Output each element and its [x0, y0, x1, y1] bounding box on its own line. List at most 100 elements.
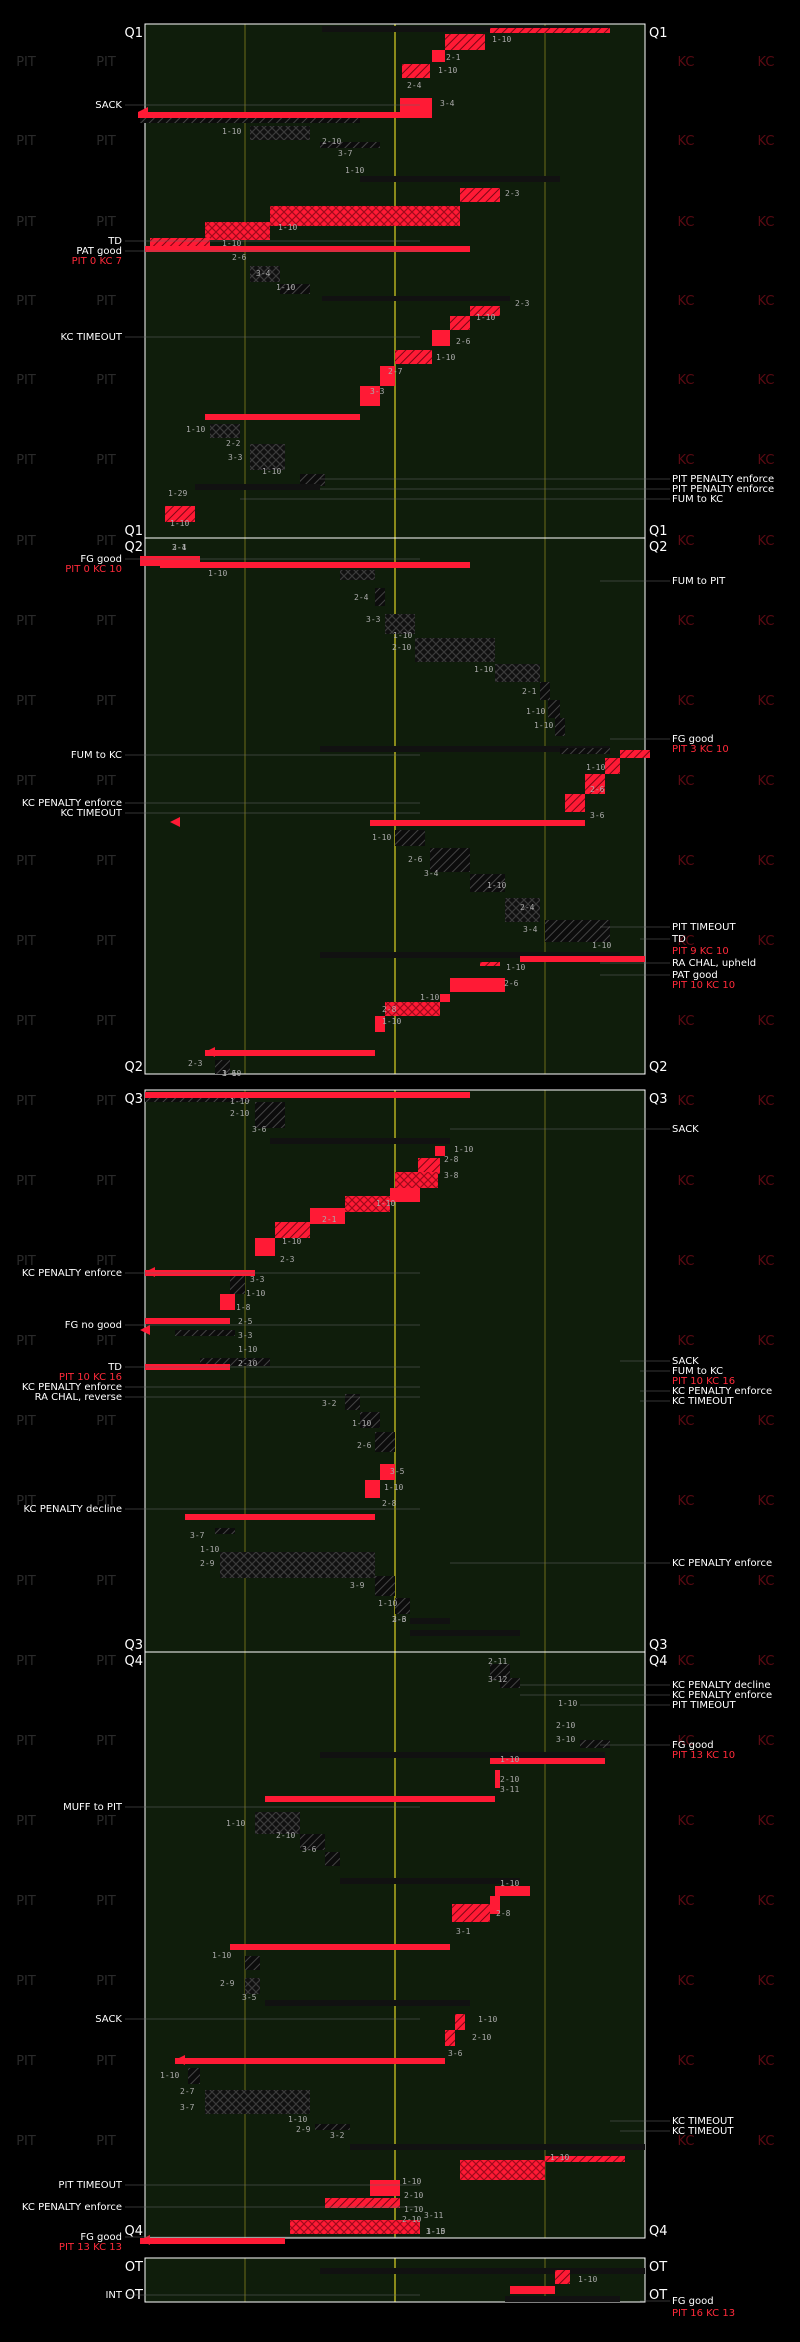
drive-bar	[138, 112, 432, 118]
quarter-label-top: Q4	[124, 1654, 143, 1669]
drive-bar	[255, 1812, 300, 1834]
watermark-kc: KC	[758, 55, 775, 70]
drive-bar	[375, 1016, 385, 1032]
watermark-kc: KC	[678, 1814, 695, 1829]
drive-bar	[270, 206, 460, 226]
score-label: PIT 0 KC 10	[65, 564, 122, 575]
drive-bar	[205, 222, 270, 240]
quarter-label-bottom: OT	[649, 2288, 667, 2303]
play-label: 2-6	[456, 337, 471, 346]
quarter-label-bottom: OT	[125, 2288, 143, 2303]
drive-bar	[495, 664, 540, 682]
drive-bar	[390, 1188, 420, 1202]
play-label: 2-11	[488, 1657, 507, 1666]
play-label: 1-10	[208, 569, 227, 578]
play-label: 1-10	[534, 721, 553, 730]
drive-bar	[340, 1878, 520, 1884]
play-label: 1-10	[478, 2015, 497, 2024]
event-label: KC PENALTY decline	[672, 1680, 770, 1691]
event-label: TD	[671, 934, 686, 945]
score-label: PIT 16 KC 13	[672, 2308, 735, 2319]
watermark-kc: KC	[758, 614, 775, 629]
watermark-kc: KC	[758, 1254, 775, 1269]
watermark-kc: KC	[678, 2054, 695, 2069]
drive-bar	[325, 1852, 340, 1866]
play-label: 2-1	[446, 53, 461, 62]
play-label: 3-10	[556, 1735, 575, 1744]
play-label: 1-10	[276, 283, 295, 292]
drive-bar	[540, 682, 550, 700]
play-label: 2-8	[382, 1499, 397, 1508]
play-label: 2-6	[590, 785, 605, 794]
play-label: 2-10	[230, 1109, 249, 1118]
drive-bar	[145, 1098, 250, 1102]
quarter-label-bottom: Q1	[124, 524, 143, 539]
drive-bar	[505, 2296, 620, 2302]
play-label: 1-10	[476, 313, 495, 322]
score-label: PIT 13 KC 13	[59, 2242, 122, 2253]
drive-bar	[560, 748, 610, 754]
arrow-head	[170, 817, 180, 827]
drive-bar	[548, 700, 560, 718]
watermark-kc: KC	[758, 774, 775, 789]
play-label: 1-8	[236, 1303, 251, 1312]
event-label: FUM to KC	[71, 750, 122, 761]
field-border	[144, 2257, 646, 2303]
watermark-pit: PIT	[96, 55, 116, 70]
drive-bar	[480, 962, 500, 966]
watermark-kc: KC	[758, 534, 775, 549]
play-label: 2-10	[556, 1721, 575, 1730]
drive-bar	[435, 1146, 445, 1156]
quarter-label-bottom: Q4	[124, 2224, 143, 2239]
play-label: 2-4	[354, 593, 369, 602]
play-label: 1-10	[404, 2205, 423, 2214]
event-label: KC TIMEOUT	[61, 332, 123, 343]
watermark-kc: KC	[758, 373, 775, 388]
drive-bar	[432, 330, 450, 346]
drive-bar	[145, 1318, 230, 1324]
play-label: 1-10	[222, 239, 241, 248]
play-label: 1-10	[492, 35, 511, 44]
quarter-label-bottom: Q2	[649, 1060, 668, 1075]
play-label: 3-1	[172, 543, 187, 552]
watermark-kc: KC	[758, 294, 775, 309]
watermark-pit: PIT	[96, 215, 116, 230]
watermark-pit: PIT	[96, 1894, 116, 1909]
play-label: 2-8	[382, 1005, 397, 1014]
watermark-kc: KC	[758, 1574, 775, 1589]
quarter-label-top: Q3	[649, 1092, 668, 1107]
event-label: PIT TIMEOUT	[672, 922, 736, 933]
watermark-kc: KC	[678, 1654, 695, 1669]
play-label: 1-10	[500, 1755, 519, 1764]
play-label: 1-10	[378, 1599, 397, 1608]
watermark-kc: KC	[678, 1414, 695, 1429]
watermark-kc: KC	[758, 1894, 775, 1909]
play-label: 1-10	[393, 631, 412, 640]
watermark-pit: PIT	[16, 1734, 36, 1749]
play-label: 1-10	[246, 1289, 265, 1298]
drive-bar	[415, 638, 495, 662]
watermark-pit: PIT	[96, 294, 116, 309]
watermark-kc: KC	[678, 215, 695, 230]
play-label: 2-2	[226, 439, 241, 448]
play-label: 3-6	[590, 811, 605, 820]
event-label: KC TIMEOUT	[61, 808, 123, 819]
play-label: 1-10	[526, 707, 545, 716]
play-label: 2-10	[276, 1831, 295, 1840]
play-label: 2-10	[322, 137, 341, 146]
watermark-kc: KC	[758, 1494, 775, 1509]
play-label: 2-9	[200, 1559, 215, 1568]
watermark-pit: PIT	[96, 534, 116, 549]
play-label: 1-10	[212, 1951, 231, 1960]
event-label: KC PENALTY enforce	[22, 2202, 122, 2213]
drive-bar	[490, 1758, 605, 1764]
event-label: FG good	[672, 734, 714, 745]
watermark-pit: PIT	[16, 215, 36, 230]
watermark-pit: PIT	[96, 1014, 116, 1029]
drive-bar	[345, 1196, 390, 1212]
drive-bar	[315, 2124, 350, 2130]
drive-bar	[175, 2058, 445, 2064]
event-label: TD	[107, 1362, 122, 1373]
watermark-pit: PIT	[96, 694, 116, 709]
watermark-pit: PIT	[16, 1334, 36, 1349]
